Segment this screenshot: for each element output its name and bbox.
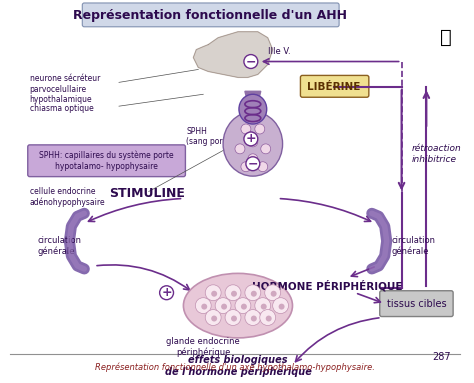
Circle shape	[205, 309, 221, 326]
Ellipse shape	[223, 111, 283, 176]
Circle shape	[248, 154, 258, 164]
Circle shape	[261, 304, 267, 309]
Circle shape	[231, 291, 237, 297]
Circle shape	[235, 298, 251, 314]
Text: tissus cibles: tissus cibles	[387, 299, 446, 309]
Circle shape	[244, 54, 258, 69]
Text: 🔥: 🔥	[440, 28, 452, 47]
Circle shape	[211, 291, 217, 297]
Circle shape	[255, 298, 271, 314]
Circle shape	[245, 285, 261, 301]
Circle shape	[235, 144, 245, 154]
Circle shape	[205, 285, 221, 301]
Circle shape	[241, 304, 247, 309]
FancyBboxPatch shape	[301, 75, 369, 97]
Circle shape	[255, 124, 265, 134]
Circle shape	[279, 304, 284, 309]
Circle shape	[225, 309, 241, 326]
Text: −: −	[246, 55, 256, 68]
Circle shape	[271, 291, 277, 297]
FancyBboxPatch shape	[28, 145, 185, 177]
Text: Représentation fonctionnelle d'un AHH: Représentation fonctionnelle d'un AHH	[73, 9, 347, 22]
Text: Représentation fonctionnelle d'un axe hypothalamo-hypophysaire.: Représentation fonctionnelle d'un axe hy…	[95, 362, 375, 372]
Text: SPHH: capillaires du système porte
hypotalamo- hypophysaire: SPHH: capillaires du système porte hypot…	[39, 151, 173, 171]
Ellipse shape	[239, 94, 267, 124]
Circle shape	[251, 291, 257, 297]
Circle shape	[244, 132, 258, 146]
Ellipse shape	[183, 273, 292, 338]
Circle shape	[225, 285, 241, 301]
Text: effets biologiques
de l'hormone périphérique: effets biologiques de l'hormone périphér…	[164, 355, 311, 377]
Text: rétroaction
inhibitrice: rétroaction inhibitrice	[411, 144, 461, 164]
Circle shape	[201, 304, 207, 309]
Circle shape	[221, 304, 227, 309]
Text: circulation
générale: circulation générale	[37, 236, 82, 256]
Text: glande endocrine
périphérique: glande endocrine périphérique	[166, 337, 240, 357]
Circle shape	[266, 316, 272, 321]
Circle shape	[160, 286, 173, 300]
Circle shape	[258, 162, 268, 172]
Text: +: +	[246, 133, 256, 146]
Text: LIBÉRINE: LIBÉRINE	[308, 82, 361, 92]
Circle shape	[231, 316, 237, 321]
Circle shape	[260, 309, 276, 326]
Circle shape	[246, 157, 260, 171]
Circle shape	[245, 309, 261, 326]
Circle shape	[248, 137, 258, 147]
Text: +: +	[161, 286, 172, 299]
Circle shape	[251, 316, 257, 321]
Text: cellule endocrine
adénohypophysaire: cellule endocrine adénohypophysaire	[30, 187, 105, 206]
Text: IIIe V.: IIIe V.	[268, 47, 291, 56]
Circle shape	[241, 162, 251, 172]
Text: neurone sécréteur
parvocelullaire
hypothalamique: neurone sécréteur parvocelullaire hypoth…	[30, 74, 100, 104]
Text: SPHH
(sang portal): SPHH (sang portal)	[186, 127, 236, 146]
Circle shape	[215, 298, 231, 314]
Text: 287: 287	[432, 352, 451, 362]
Circle shape	[195, 298, 211, 314]
Circle shape	[265, 285, 281, 301]
Circle shape	[211, 316, 217, 321]
Polygon shape	[245, 91, 261, 99]
Text: −: −	[247, 157, 258, 170]
Circle shape	[241, 124, 251, 134]
FancyBboxPatch shape	[380, 291, 453, 316]
Text: chiasma optique: chiasma optique	[30, 104, 93, 113]
Text: HORMONE PÉRIPHÉRIQUE: HORMONE PÉRIPHÉRIQUE	[252, 280, 402, 291]
FancyBboxPatch shape	[82, 3, 339, 27]
Text: circulation
générale: circulation générale	[392, 236, 436, 256]
Text: STIMULINE: STIMULINE	[109, 187, 185, 200]
Polygon shape	[193, 32, 273, 77]
Circle shape	[273, 298, 289, 314]
Circle shape	[261, 144, 271, 154]
